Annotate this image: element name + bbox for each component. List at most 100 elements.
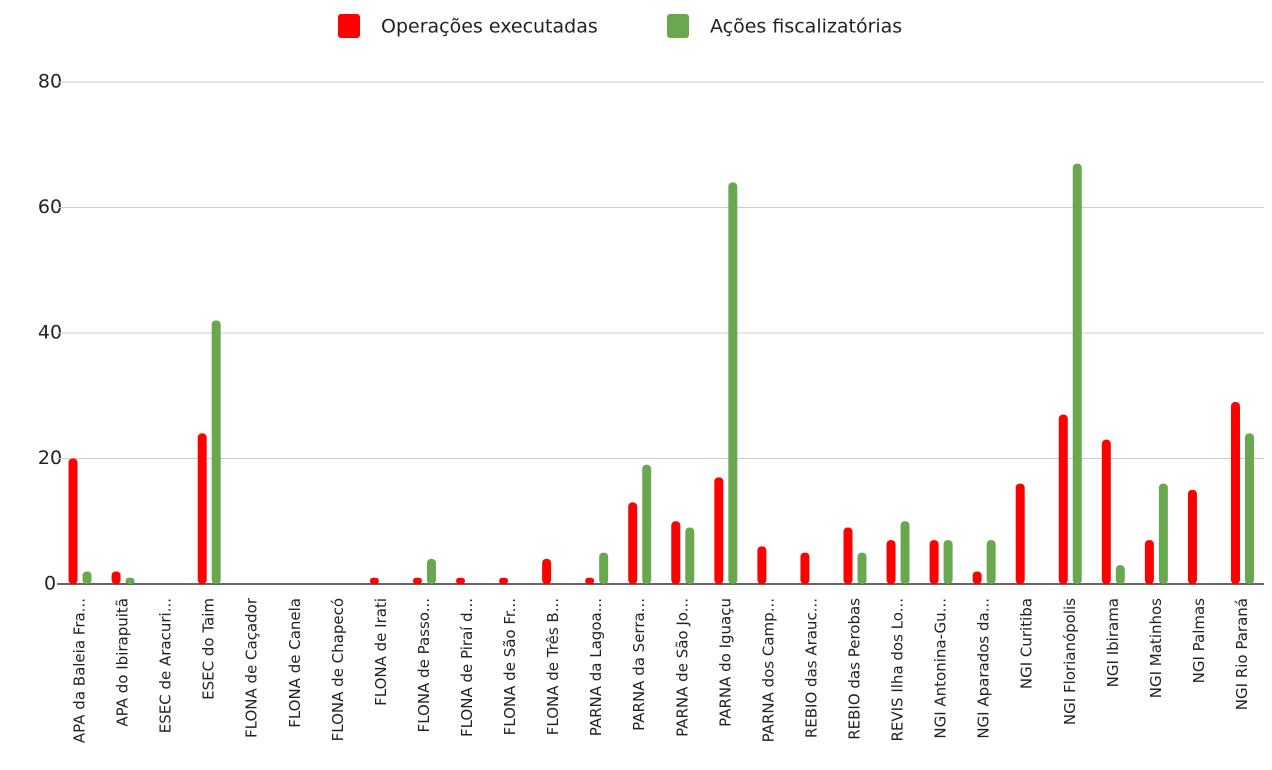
x-tick-group: REBIO das Perobas: [845, 598, 863, 740]
x-tick-label: REVIS Ilha dos Lo...: [889, 598, 907, 742]
bar: [125, 577, 135, 584]
bar: [800, 552, 810, 584]
x-tick-label: PARNA de São Jo...: [673, 598, 691, 737]
legend-swatch: [338, 14, 360, 38]
bar: [499, 577, 509, 584]
bar: [714, 477, 724, 584]
legend-label: Operações executadas: [381, 16, 598, 38]
x-tick-label: FLONA de São Fr...: [501, 598, 519, 735]
legend-swatch: [667, 14, 689, 38]
x-tick-group: APA do Ibirapuitã: [114, 598, 132, 727]
x-tick-label: NGI Curitiba: [1018, 598, 1036, 689]
x-tick-label: FLONA de Chapecó: [329, 598, 347, 741]
x-tick-group: NGI Ibirama: [1104, 598, 1122, 687]
x-tick-group: FLONA de Chapecó: [329, 598, 347, 741]
x-tick-label: NGI Matinhos: [1147, 598, 1165, 698]
x-tick-label: APA do Ibirapuitã: [114, 598, 132, 727]
bar: [685, 527, 695, 584]
bar: [886, 540, 896, 584]
bar: [369, 577, 379, 584]
x-tick-label: PARNA dos Camp...: [759, 598, 777, 742]
bar: [1115, 565, 1125, 584]
x-tick-group: FLONA de Caçador: [243, 597, 261, 738]
x-tick-label: REBIO das Arauc...: [802, 598, 820, 738]
x-tick-group: FLONA de Três B...: [544, 598, 562, 735]
x-tick-group: NGI Rio Paraná: [1233, 598, 1251, 710]
x-tick-group: PARNA dos Camp...: [759, 598, 777, 742]
bar: [642, 464, 652, 584]
legend-label: Ações fiscalizatórias: [710, 16, 902, 38]
bar: [456, 577, 466, 584]
bar: [857, 552, 867, 584]
x-tick-label: FLONA de Três B...: [544, 598, 562, 735]
bar: [1015, 483, 1025, 584]
bar: [1101, 439, 1111, 584]
bar: [599, 552, 609, 584]
bar: [1072, 163, 1082, 584]
x-tick-group: NGI Aparados da...: [975, 598, 993, 739]
x-tick-label: PARNA da Serra...: [630, 598, 648, 731]
bar: [1244, 433, 1254, 584]
x-tick-label: NGI Ibirama: [1104, 598, 1122, 687]
x-tick-group: PARNA de São Jo...: [673, 598, 691, 737]
bar: [1158, 483, 1168, 584]
x-tick-label: FLONA de Canela: [286, 598, 304, 728]
bar: [585, 577, 595, 584]
x-tick-label: NGI Palmas: [1190, 598, 1208, 684]
bar: [943, 540, 953, 584]
x-tick-group: NGI Florianópolis: [1061, 598, 1079, 725]
x-tick-group: PARNA da Serra...: [630, 598, 648, 731]
x-tick-label: APA da Baleia Fra...: [71, 598, 89, 743]
x-tick-group: FLONA de Passo...: [415, 598, 433, 732]
x-tick-label: ESEC de Aracuri...: [157, 598, 175, 733]
bar: [757, 546, 767, 584]
x-tick-label: FLONA de Piraí d...: [458, 598, 476, 737]
x-tick-label: ESEC do Taim: [200, 598, 218, 700]
x-tick-group: NGI Matinhos: [1147, 598, 1165, 698]
x-tick-group: REVIS Ilha dos Lo...: [889, 598, 907, 742]
x-tick-group: PARNA do Iguaçu: [716, 598, 734, 727]
x-tick-group: NGI Antonina-Gu...: [932, 598, 950, 739]
y-tick-label: 20: [38, 447, 62, 469]
x-tick-group: ESEC do Taim: [200, 598, 218, 700]
y-tick-label: 80: [38, 71, 62, 93]
bar: [111, 571, 121, 584]
y-tick-label: 40: [38, 322, 62, 344]
bar: [542, 558, 552, 584]
bar: [412, 577, 422, 584]
x-tick-label: FLONA de Caçador: [243, 597, 261, 738]
bar: [843, 527, 853, 584]
x-tick-group: APA da Baleia Fra...: [71, 598, 89, 743]
x-tick-group: FLONA de São Fr...: [501, 598, 519, 735]
x-tick-label: PARNA do Iguaçu: [716, 598, 734, 727]
bar: [68, 458, 78, 584]
bar: [628, 502, 638, 584]
x-tick-group: PARNA da Lagoa...: [587, 598, 605, 736]
bar: [82, 571, 92, 584]
x-tick-group: ESEC de Aracuri...: [157, 598, 175, 733]
bar: [1144, 540, 1154, 584]
y-tick-label: 60: [38, 196, 62, 218]
x-tick-group: FLONA de Piraí d...: [458, 598, 476, 737]
bar: [900, 521, 910, 584]
x-tick-label: FLONA de Irati: [372, 598, 390, 706]
x-tick-group: FLONA de Irati: [372, 598, 390, 706]
x-tick-group: REBIO das Arauc...: [802, 598, 820, 738]
bar: [1230, 402, 1240, 584]
bar: [929, 540, 939, 584]
bar: [972, 571, 982, 584]
x-tick-label: NGI Antonina-Gu...: [932, 598, 950, 739]
bar: [197, 433, 207, 584]
bar: [211, 320, 221, 584]
x-tick-label: REBIO das Perobas: [845, 598, 863, 740]
x-tick-label: NGI Florianópolis: [1061, 598, 1079, 725]
x-tick-group: FLONA de Canela: [286, 598, 304, 728]
bar: [986, 540, 996, 584]
x-tick-label: PARNA da Lagoa...: [587, 598, 605, 736]
bar: [426, 558, 436, 584]
x-tick-group: NGI Curitiba: [1018, 598, 1036, 689]
x-tick-label: NGI Rio Paraná: [1233, 598, 1251, 710]
bar: [671, 521, 681, 584]
x-tick-group: NGI Palmas: [1190, 598, 1208, 684]
